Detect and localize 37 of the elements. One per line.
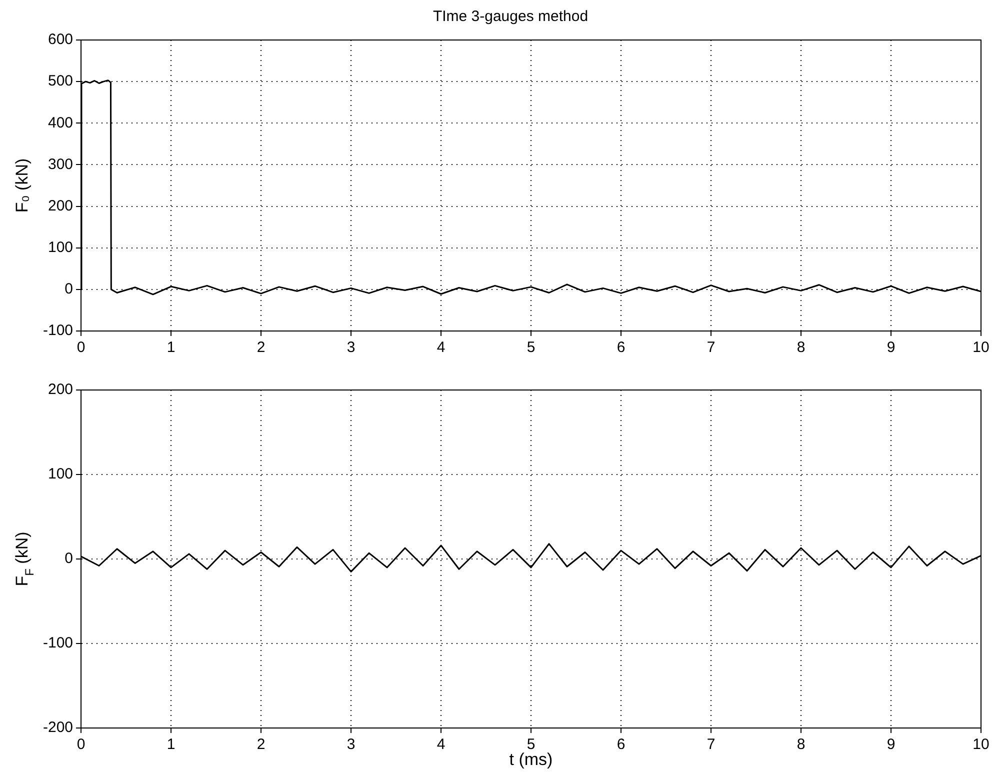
x-tick-label: 8 <box>796 339 806 356</box>
x-tick-label: 6 <box>616 339 626 356</box>
y-tick-label: 100 <box>48 466 74 483</box>
y-tick-label: 100 <box>48 239 74 256</box>
y-tick-label: -100 <box>42 634 74 652</box>
x-tick-label: 4 <box>436 736 446 754</box>
y-tick-label: 400 <box>48 114 74 132</box>
x-tick-label: 2 <box>256 339 266 356</box>
x-tick-label: 8 <box>796 736 806 754</box>
x-tick-label: 10 <box>972 736 990 754</box>
y-tick-label: -200 <box>42 719 74 736</box>
x-tick-label: 7 <box>706 736 716 754</box>
x-tick-label: 6 <box>616 736 626 754</box>
x-tick-label: 3 <box>346 736 356 754</box>
x-tick-label: 1 <box>166 736 176 754</box>
y-tick-label: 0 <box>64 550 74 568</box>
y-axis-title: FF (kN) <box>12 532 36 586</box>
y-tick-label: 600 <box>48 31 74 48</box>
y-tick-label: 200 <box>48 197 74 214</box>
y-tick-label: 500 <box>48 72 74 90</box>
x-tick-label: 3 <box>346 339 356 356</box>
x-tick-label: 1 <box>166 339 176 356</box>
y-axis-title: F₀ (kN) <box>12 158 32 213</box>
x-tick-label: 0 <box>76 736 86 754</box>
y-tick-label: 200 <box>48 381 74 398</box>
x-tick-label: 0 <box>76 339 86 356</box>
x-tick-label: 9 <box>886 339 896 356</box>
x-tick-label: 7 <box>706 339 716 356</box>
y-tick-label: 300 <box>48 156 74 173</box>
x-tick-label: 4 <box>436 339 446 356</box>
x-tick-label: 9 <box>886 736 896 754</box>
x-tick-label: 5 <box>526 339 536 356</box>
chart-title: TIme 3-gauges method <box>432 8 588 26</box>
y-tick-label: 0 <box>64 280 74 298</box>
x-tick-label: 2 <box>256 736 266 754</box>
x-tick-label: 10 <box>972 339 990 356</box>
y-tick-label: -100 <box>42 322 74 340</box>
